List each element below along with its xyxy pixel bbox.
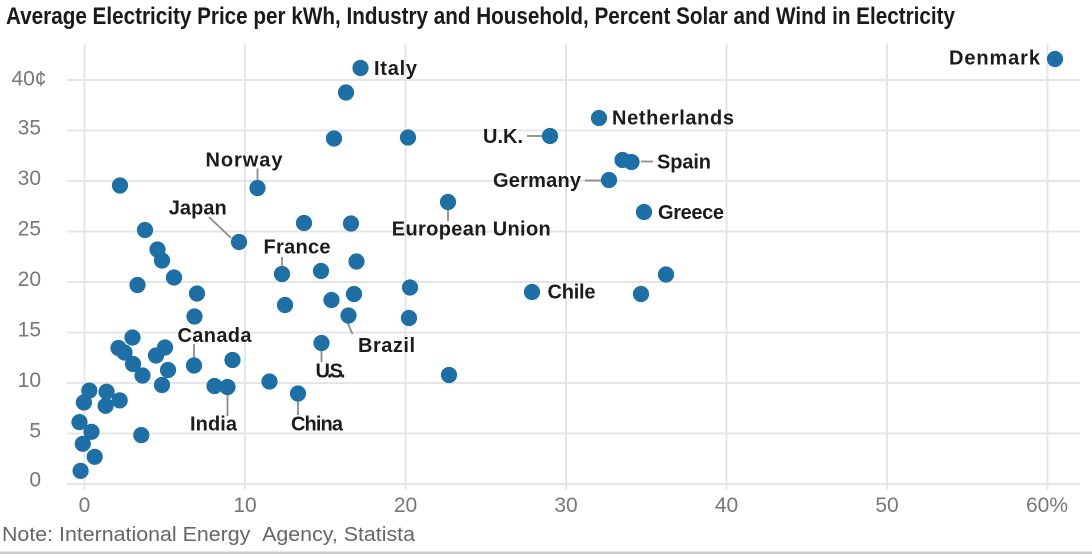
svg-text:15: 15 — [18, 319, 41, 342]
svg-text:10: 10 — [18, 369, 41, 392]
svg-text:European Union: European Union — [392, 219, 551, 241]
svg-text:40: 40 — [715, 494, 738, 517]
svg-text:U.S.: U.S. — [316, 361, 346, 383]
svg-text:France: France — [264, 237, 331, 259]
svg-text:Greece: Greece — [658, 202, 724, 224]
svg-text:Chile: Chile — [548, 282, 596, 304]
svg-text:Average Electricity Price per: Average Electricity Price per kWh, Indus… — [6, 3, 956, 30]
svg-text:30: 30 — [554, 494, 577, 517]
svg-text:Japan: Japan — [169, 198, 227, 220]
svg-text:20: 20 — [394, 494, 417, 517]
svg-text:Note: International Energy Ag: Note: International Energy Agency, Stati… — [2, 524, 416, 546]
svg-text:10: 10 — [233, 494, 256, 517]
svg-text:0: 0 — [79, 494, 91, 517]
svg-text:India: India — [190, 414, 238, 436]
svg-text:U.K.: U.K. — [483, 126, 523, 148]
svg-text:35: 35 — [18, 117, 41, 140]
svg-text:0: 0 — [29, 469, 41, 492]
svg-text:Norway: Norway — [206, 150, 284, 172]
svg-text:China: China — [291, 414, 344, 436]
svg-text:20: 20 — [18, 268, 41, 291]
svg-text:Canada: Canada — [178, 325, 253, 347]
svg-text:Germany: Germany — [493, 170, 582, 192]
svg-text:5: 5 — [29, 420, 41, 443]
svg-text:Italy: Italy — [374, 58, 418, 80]
svg-text:30: 30 — [18, 167, 41, 190]
svg-text:50: 50 — [875, 494, 898, 517]
svg-text:Spain: Spain — [657, 152, 711, 174]
svg-text:Netherlands: Netherlands — [612, 108, 734, 130]
svg-text:Brazil: Brazil — [358, 335, 415, 357]
svg-text:25: 25 — [18, 218, 41, 241]
svg-text:Denmark: Denmark — [949, 48, 1041, 70]
svg-text:60%: 60% — [1026, 494, 1068, 517]
svg-text:40¢: 40¢ — [11, 68, 46, 91]
